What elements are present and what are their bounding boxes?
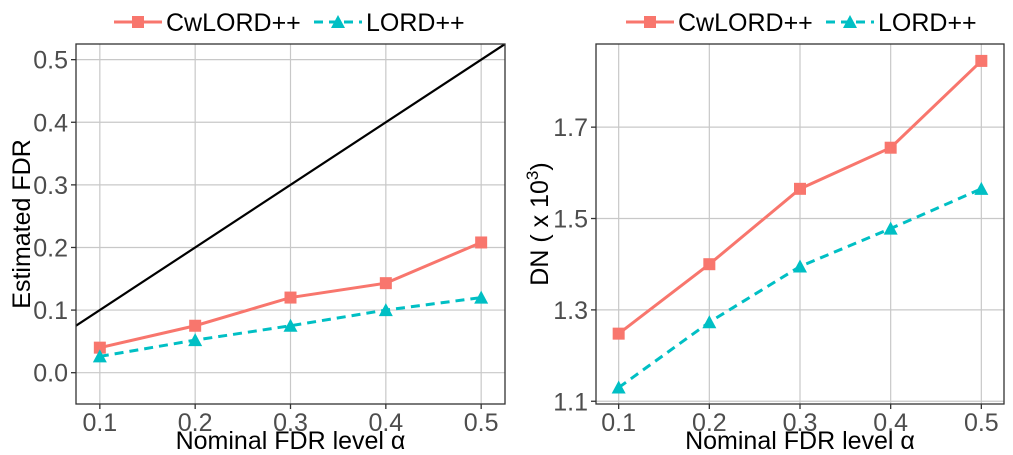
legend-left: CwLORD++ LORD++ — [114, 9, 465, 37]
y-tick-label: 0.0 — [33, 360, 68, 388]
y-tick-label: 0.1 — [33, 297, 68, 325]
data-point-square — [93, 341, 106, 354]
y-tick-label: 0.2 — [33, 234, 68, 262]
data-point-triangle — [188, 333, 203, 347]
x-tick-label: 0.2 — [178, 409, 213, 437]
y-axis-title-left: Estimated FDR — [8, 139, 36, 308]
x-tick-label: 0.1 — [601, 409, 636, 437]
data-point-triangle — [974, 181, 989, 195]
data-point-square — [379, 277, 392, 290]
x-axis-title-right: Nominal FDR level α — [685, 427, 915, 455]
x-tick-label: 0.4 — [368, 409, 403, 437]
plot-area-right — [611, 54, 989, 394]
reference-line-y-equals-x — [76, 44, 505, 327]
legend-right: CwLORD++ LORD++ — [626, 9, 977, 37]
gridlines-left — [76, 44, 505, 404]
data-point-square — [975, 54, 988, 67]
legend-marker-cwlord-right — [644, 16, 656, 28]
legend-label-lord: LORD++ — [366, 9, 465, 37]
legend-label-cwlord: CwLORD++ — [166, 9, 301, 37]
legend-marker-lord-right — [843, 15, 857, 28]
chart-left: CwLORD++ LORD++ 0.1 0.2 0.3 0.4 0.5 0.0 0.1 0.2… — [8, 9, 506, 455]
data-point-triangle — [474, 290, 489, 304]
legend-marker-cwlord — [132, 16, 144, 28]
legend-label-lord-right: LORD++ — [878, 9, 977, 37]
gridlines-right — [596, 44, 1004, 404]
y-tick-label: 0.4 — [33, 109, 68, 137]
data-point-square — [475, 236, 488, 249]
data-point-triangle — [611, 380, 626, 394]
data-point-triangle — [378, 303, 393, 317]
x-tick-label: 0.3 — [783, 409, 818, 437]
data-point-triangle — [883, 221, 898, 235]
data-point-square — [189, 319, 202, 332]
y-axis-title-right: DN ( x 103) — [523, 162, 554, 285]
data-point-triangle — [283, 318, 298, 332]
data-point-square — [884, 141, 897, 154]
x-tick-label: 0.2 — [692, 409, 727, 437]
axes-left: 0.1 0.2 0.3 0.4 0.5 0.0 0.1 0.2 0.3 0.4 0.5 — [33, 47, 498, 437]
legend-marker-lord — [331, 15, 345, 28]
data-point-triangle — [702, 315, 717, 329]
y-tick-label: 0.5 — [33, 47, 68, 75]
plot-area-left — [76, 44, 505, 363]
data-point-square — [284, 291, 297, 304]
plot-marks — [76, 44, 505, 363]
x-tick-label: 0.1 — [82, 409, 117, 437]
y-tick-label: 1.7 — [553, 114, 588, 142]
y-axis-title-right-main: DN ( x 10 — [526, 180, 554, 286]
chart-right: CwLORD++ LORD++ 0.1 0.2 0.3 0.4 0.5 1.1 1.3 1.5… — [523, 9, 1005, 455]
data-point-triangle — [92, 349, 107, 363]
data-point-square — [794, 182, 806, 195]
axes-right: 0.1 0.2 0.3 0.4 0.5 1.1 1.3 1.5 1.7 — [553, 114, 998, 437]
y-tick-label: 1.1 — [553, 388, 588, 416]
legend-label-cwlord-right: CwLORD++ — [678, 9, 813, 37]
y-tick-label: 1.5 — [553, 206, 588, 234]
y-tick-label: 1.3 — [553, 297, 588, 325]
y-axis-title-right-end: ) — [526, 162, 554, 170]
x-tick-label: 0.3 — [273, 409, 308, 437]
x-tick-label: 0.4 — [873, 409, 908, 437]
x-tick-label: 0.5 — [964, 409, 999, 437]
data-point-triangle — [793, 259, 807, 273]
x-tick-label: 0.5 — [464, 409, 499, 437]
series-line-lordpp — [99, 296, 482, 358]
y-tick-label: 0.3 — [33, 172, 68, 200]
x-axis-title-left: Nominal FDR level α — [176, 427, 406, 455]
data-point-square — [703, 258, 716, 271]
data-point-square — [612, 327, 625, 340]
plot-marks — [611, 54, 989, 394]
y-axis-title-right-superscript: 3 — [523, 171, 542, 180]
